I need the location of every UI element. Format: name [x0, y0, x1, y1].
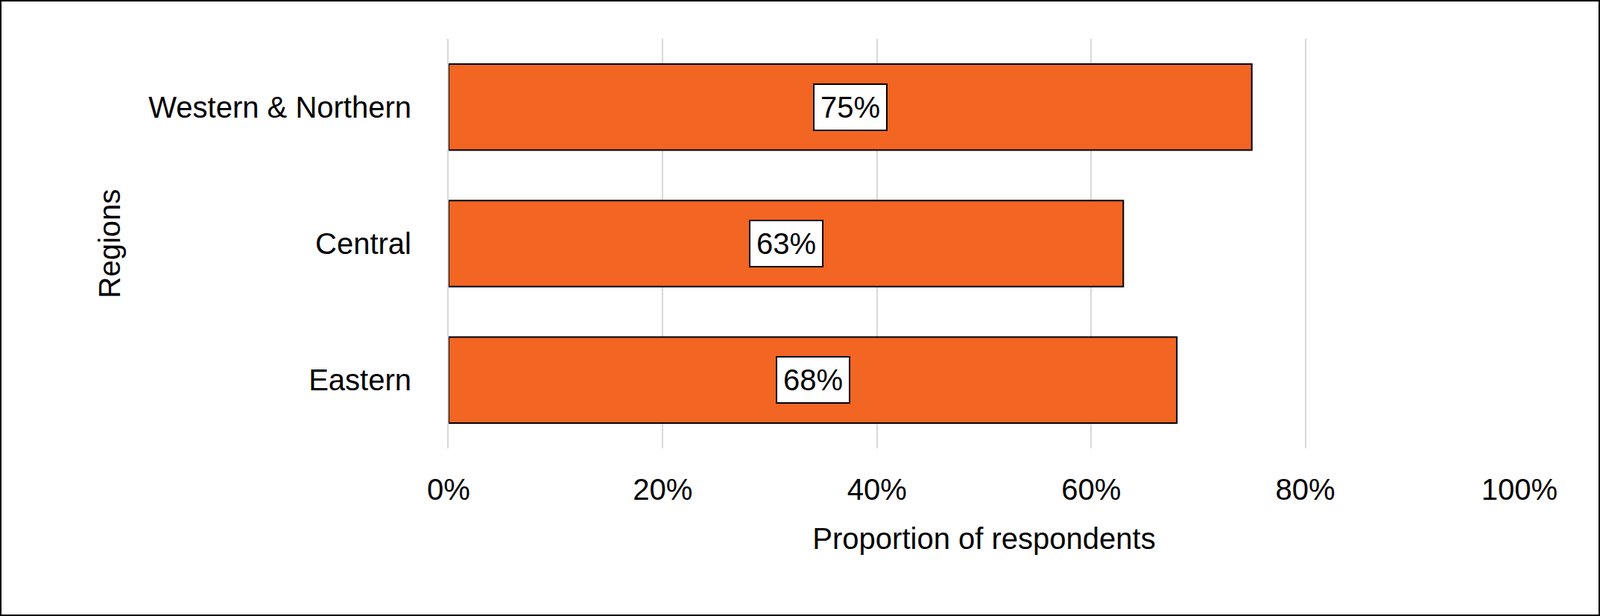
svg-text:40%: 40%	[847, 473, 907, 507]
svg-text:68%: 68%	[783, 363, 843, 397]
svg-text:Western & Northern: Western & Northern	[148, 90, 412, 124]
svg-text:Central: Central	[315, 227, 412, 261]
svg-text:100%: 100%	[1481, 473, 1558, 507]
svg-text:Eastern: Eastern	[308, 363, 412, 397]
svg-text:Proportion of respondents: Proportion of respondents	[812, 522, 1156, 556]
svg-text:75%: 75%	[820, 90, 881, 124]
svg-text:20%: 20%	[632, 473, 693, 507]
svg-text:0%: 0%	[427, 473, 471, 507]
svg-text:Regions: Regions	[93, 189, 126, 299]
svg-text:63%: 63%	[756, 227, 817, 261]
svg-text:60%: 60%	[1061, 473, 1121, 507]
svg-text:80%: 80%	[1275, 473, 1336, 507]
